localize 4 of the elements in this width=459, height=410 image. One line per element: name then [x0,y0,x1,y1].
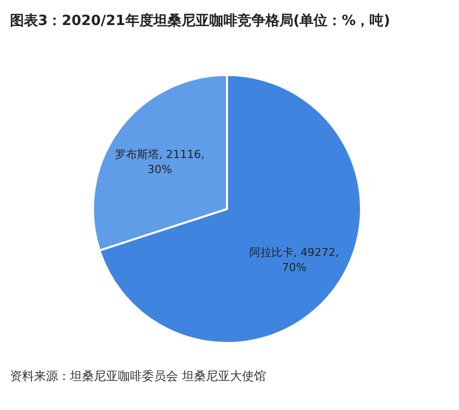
slice-label: 阿拉比卡, 49272, 70% [249,246,339,274]
slice-label: 罗布斯塔, 21116, 30% [115,148,205,176]
chart-title: 图表3：2020/21年度坦桑尼亚咖啡竞争格局(单位：%，吨) [10,12,390,30]
text: 资料来源：坦桑尼亚咖啡委员会 坦桑尼亚大使馆 [10,368,266,385]
